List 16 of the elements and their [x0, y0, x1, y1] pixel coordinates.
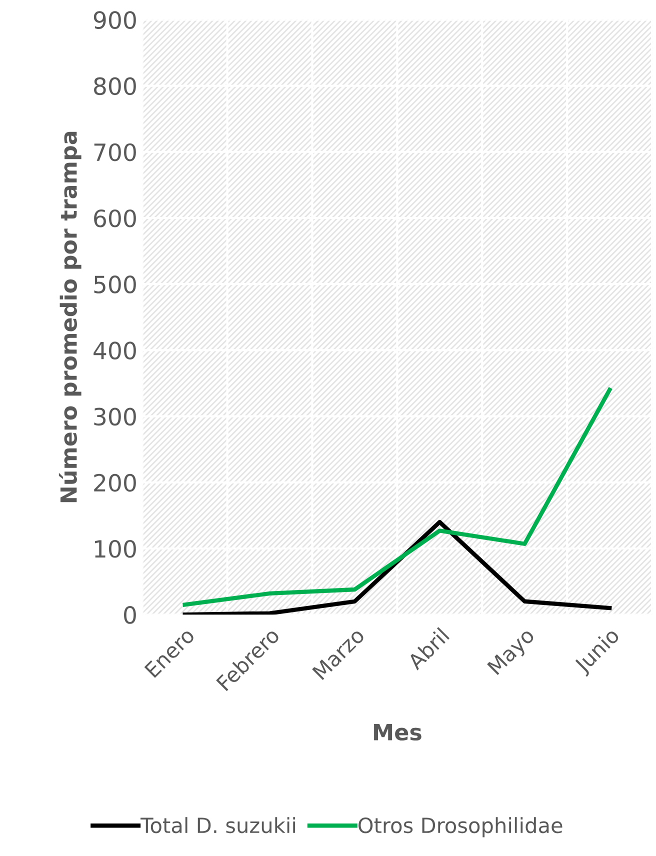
y-tick-label: 100 [95, 540, 136, 558]
y-tick-label: 300 [94, 408, 136, 426]
y-tick-label: 500 [94, 276, 136, 294]
y-tick-label: 800 [94, 77, 136, 96]
legend-label: Total D. suzukii [140, 817, 296, 834]
x-axis-title: Mes [374, 724, 422, 741]
y-tick-label: 900 [94, 11, 136, 29]
y-tick-label: 700 [94, 143, 136, 162]
y-tick-label: 200 [94, 474, 136, 492]
line-series [182, 388, 612, 607]
legend-label: Otros Drosophilidae [358, 817, 562, 838]
line-series [182, 520, 612, 615]
y-tick-label: 400 [94, 342, 136, 360]
y-axis-title: Número promedio por trampa [58, 132, 82, 502]
y-tick-label: 0 [124, 606, 136, 624]
y-tick-label: 600 [94, 209, 136, 228]
